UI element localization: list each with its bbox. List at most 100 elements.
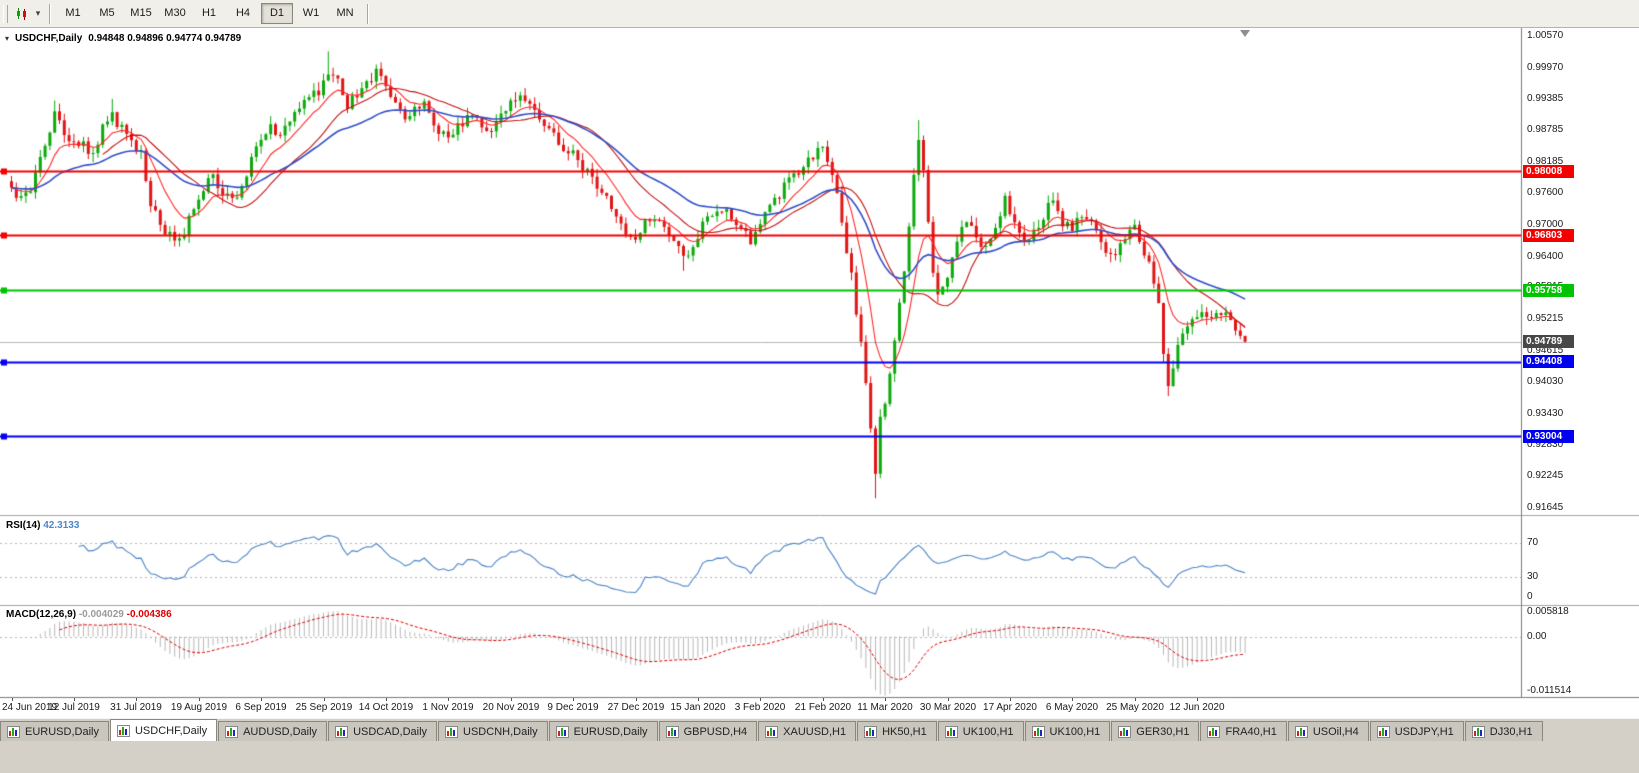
timeframe-button-m15[interactable]: M15 bbox=[130, 7, 152, 19]
toolbar-grip[interactable] bbox=[3, 4, 8, 23]
macd-axis-label: -0.011514 bbox=[1527, 685, 1572, 696]
chart-tab-usdjpy-h1[interactable]: USDJPY,H1 bbox=[1369, 721, 1464, 741]
date-axis-label: 9 Dec 2019 bbox=[547, 702, 599, 713]
one-click-trading-toggle-icon[interactable]: ▾ bbox=[5, 34, 10, 43]
date-axis-label: 12 Jun 2020 bbox=[1169, 702, 1225, 713]
mini-chart-icon bbox=[335, 725, 349, 738]
date-axis-label: 21 Feb 2020 bbox=[794, 702, 852, 713]
mini-chart-icon bbox=[555, 725, 569, 738]
date-axis-label: 30 Mar 2020 bbox=[919, 702, 977, 713]
ohlc-values: 0.94848 0.94896 0.94774 0.94789 bbox=[88, 33, 242, 44]
chart-tab-label: EURUSD,Daily bbox=[25, 725, 99, 738]
chart-tab-ger30-h1[interactable]: GER30,H1 bbox=[1111, 721, 1200, 741]
timeframe-button-m30[interactable]: M30 bbox=[164, 7, 186, 19]
price-axis-label: 0.97600 bbox=[1527, 187, 1564, 199]
price-axis-label: 0.95215 bbox=[1527, 313, 1564, 325]
rsi-indicator-label: RSI(14) 42.3133 bbox=[6, 520, 79, 531]
price-axis-label: 1.00570 bbox=[1527, 30, 1564, 41]
mini-chart-icon bbox=[225, 725, 239, 738]
rsi-name: RSI(14) bbox=[6, 520, 41, 531]
chart-tab-fra40-h1[interactable]: FRA40,H1 bbox=[1200, 721, 1287, 741]
time-axis-tick bbox=[386, 698, 387, 701]
time-axis-tick bbox=[261, 698, 262, 701]
mini-chart-icon bbox=[1294, 725, 1308, 738]
date-axis-label: 19 Aug 2019 bbox=[170, 702, 228, 713]
date-axis-label: 11 Mar 2020 bbox=[857, 702, 913, 713]
chart-tab-label: USDJPY,H1 bbox=[1394, 725, 1454, 738]
chart-canvas[interactable] bbox=[0, 28, 1639, 718]
symbol-period-label: USDCHF,Daily bbox=[15, 33, 83, 44]
price-axis-label: 0.97000 bbox=[1527, 218, 1564, 230]
chart-tab-label: GBPUSD,H4 bbox=[683, 725, 748, 738]
rsi-axis-label: 30 bbox=[1527, 571, 1539, 583]
time-axis-tick bbox=[1135, 698, 1136, 701]
chart-tab-label: HK50,H1 bbox=[882, 725, 927, 738]
timeframe-button-h1[interactable]: H1 bbox=[201, 7, 217, 19]
date-axis-label: 12 Jul 2019 bbox=[48, 702, 100, 713]
chart-tab-label: XAUUSD,H1 bbox=[783, 725, 847, 738]
chart-tab-label: FRA40,H1 bbox=[1225, 725, 1277, 738]
macd-indicator-label: MACD(12,26,9) -0.004029 -0.004386 bbox=[6, 609, 172, 620]
timeframe-button-mn[interactable]: MN bbox=[336, 7, 354, 19]
chart-tab-audusd-daily[interactable]: AUDUSD,Daily bbox=[218, 721, 328, 741]
chart-tab-label: DJ30,H1 bbox=[1489, 725, 1533, 738]
chart-tab-xauusd-h1[interactable]: XAUUSD,H1 bbox=[758, 721, 857, 741]
price-axis-label: 0.98785 bbox=[1527, 124, 1564, 136]
timeframe-button-m5[interactable]: M5 bbox=[99, 7, 115, 19]
mini-chart-icon bbox=[1118, 725, 1132, 738]
price-axis-label: 0.94615 bbox=[1527, 344, 1564, 356]
chart-tab-usdcnh-daily[interactable]: USDCNH,Daily bbox=[438, 721, 548, 741]
chart-shift-marker-icon[interactable] bbox=[1240, 30, 1250, 37]
time-axis[interactable]: 24 Jun 2019 12 Jul 2019 31 Jul 2019 19 Aug … bbox=[0, 697, 1639, 718]
hline-price-tag: 0.94408 bbox=[1523, 355, 1574, 368]
toolbar-separator bbox=[367, 3, 369, 24]
timeframe-button-h4[interactable]: H4 bbox=[235, 7, 251, 19]
macd-axis-label: 0.005818 bbox=[1527, 606, 1569, 617]
chart-tab-hk50-h1[interactable]: HK50,H1 bbox=[857, 721, 937, 741]
chart-tab-label: AUDUSD,Daily bbox=[243, 725, 318, 738]
date-axis-label: 14 Oct 2019 bbox=[358, 702, 414, 713]
timeframe-button-m1[interactable]: M1 bbox=[65, 7, 81, 19]
date-axis-label: 25 Sep 2019 bbox=[295, 702, 353, 713]
macd-value: -0.004029 bbox=[78, 609, 124, 620]
price-axis-label: 0.99970 bbox=[1527, 61, 1564, 73]
mini-chart-icon bbox=[445, 725, 459, 738]
price-axis-label: 0.92245 bbox=[1527, 470, 1564, 482]
date-axis-label: 3 Feb 2020 bbox=[734, 702, 786, 713]
chart-tab-uk100-h1[interactable]: UK100,H1 bbox=[937, 721, 1024, 741]
chart-type-icon[interactable] bbox=[12, 4, 32, 24]
chart-tab-usdcad-daily[interactable]: USDCAD,Daily bbox=[328, 721, 438, 741]
rsi-value: 42.3133 bbox=[43, 520, 80, 531]
time-axis-tick bbox=[823, 698, 824, 701]
mini-chart-icon bbox=[944, 725, 958, 738]
mini-chart-icon bbox=[1207, 725, 1221, 738]
chart-window: ▾ USDCHF,Daily 0.94848 0.94896 0.94774 0… bbox=[0, 28, 1639, 718]
price-axis[interactable]: 1.00570 0.99970 0.99385 0.98785 0.98185 0.976… bbox=[1522, 28, 1639, 697]
timeframe-button-d1[interactable]: D1 bbox=[261, 3, 293, 24]
time-axis-tick bbox=[698, 698, 699, 701]
chart-tab-usdchf-daily[interactable]: USDCHF,Daily bbox=[109, 719, 218, 741]
hline-price-tag: 0.93004 bbox=[1523, 430, 1574, 443]
chart-tab-label: UK100,H1 bbox=[1049, 725, 1101, 738]
price-axis-label: 0.98185 bbox=[1527, 156, 1564, 168]
rsi-axis-label: 0 bbox=[1527, 591, 1533, 602]
chart-tab-label: GER30,H1 bbox=[1136, 725, 1190, 738]
hline-price-tag: 0.96803 bbox=[1523, 229, 1574, 242]
chart-tab-label: USOil,H4 bbox=[1312, 725, 1359, 738]
timeframe-button-w1[interactable]: W1 bbox=[302, 7, 320, 19]
chart-tab-eurusd-daily[interactable]: EURUSD,Daily bbox=[548, 721, 658, 741]
chart-tab-label: USDCNH,Daily bbox=[463, 725, 538, 738]
toolbar-dropdown-caret-icon[interactable]: ▾ bbox=[35, 8, 41, 18]
chart-tab-eurusd-daily[interactable]: EURUSD,Daily bbox=[0, 721, 109, 741]
chart-tab-gbpusd-h4[interactable]: GBPUSD,H4 bbox=[658, 721, 758, 741]
time-axis-tick bbox=[448, 698, 449, 701]
date-axis-label: 25 May 2020 bbox=[1106, 702, 1164, 713]
date-axis-label: 1 Nov 2019 bbox=[422, 702, 474, 713]
chart-tab-dj30-h1[interactable]: DJ30,H1 bbox=[1464, 721, 1543, 741]
price-axis-label: 0.91645 bbox=[1527, 502, 1564, 513]
window-bottom-strip bbox=[0, 740, 1639, 773]
chart-tab-usoil-h4[interactable]: USOil,H4 bbox=[1287, 721, 1369, 741]
chart-tab-uk100-h1[interactable]: UK100,H1 bbox=[1024, 721, 1111, 741]
time-axis-tick bbox=[74, 698, 75, 701]
timeframe-buttons: M1 M5 M15 M30 H1 H4 D1 W1 MN bbox=[56, 3, 362, 24]
